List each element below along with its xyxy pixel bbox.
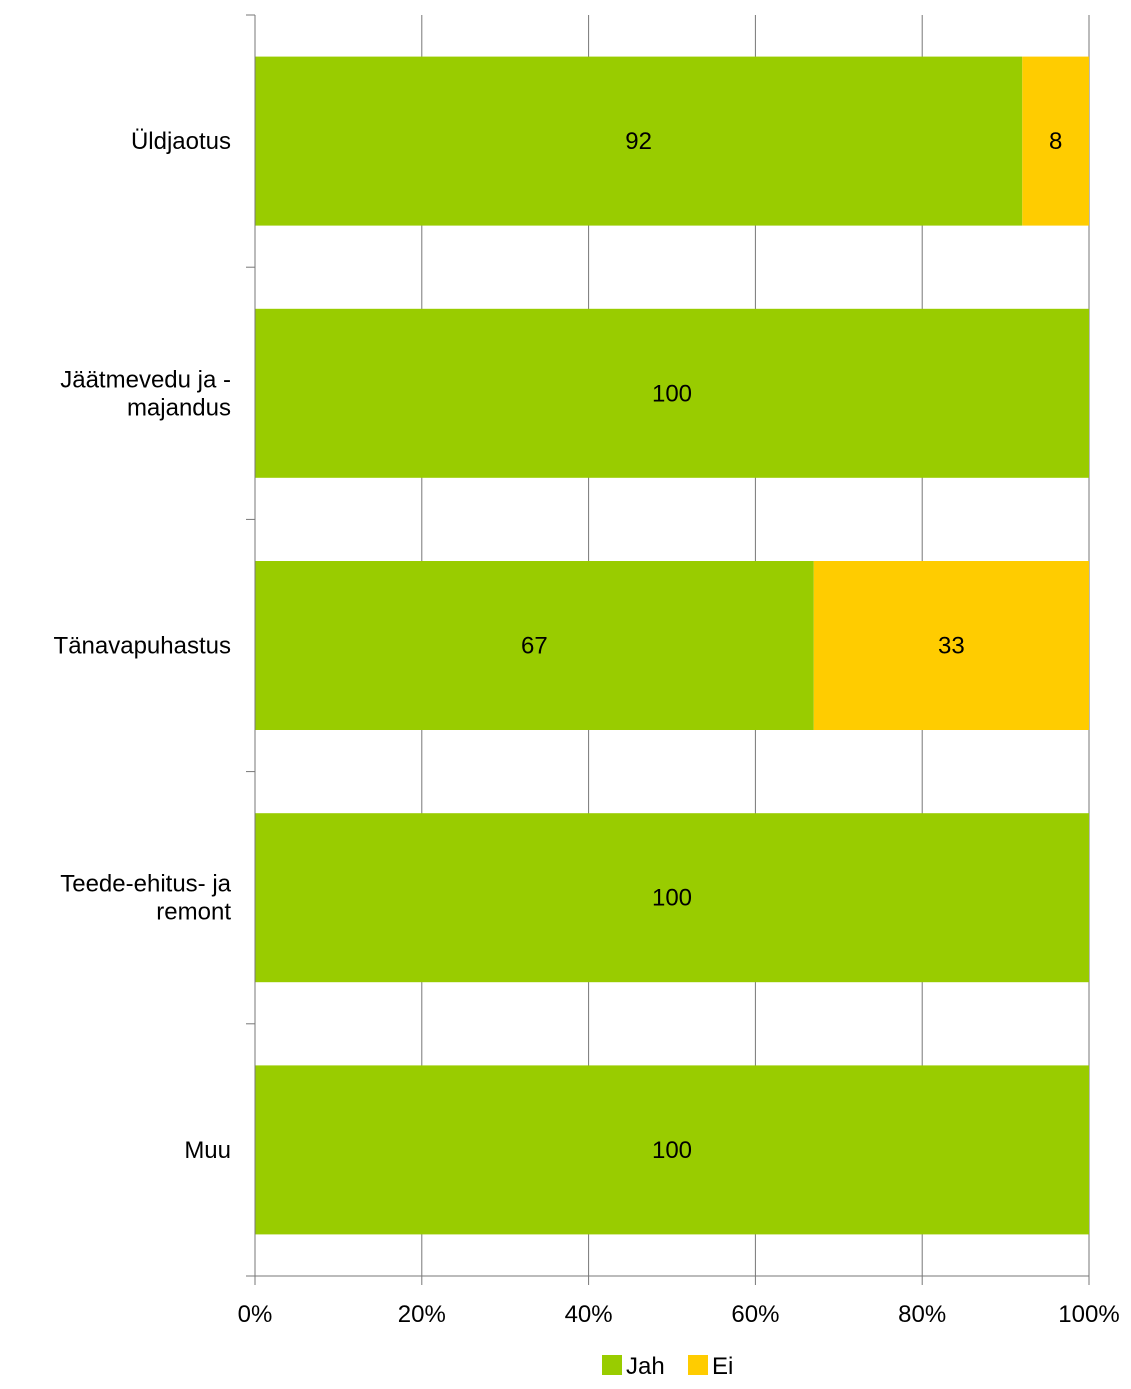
category-label: Üldjaotus	[131, 128, 231, 155]
bars	[255, 56, 1089, 1235]
category-label: majandus	[127, 394, 231, 421]
x-tick-label: 40%	[565, 1301, 613, 1328]
bar-jah	[255, 1065, 1089, 1235]
labels: 0% 20% 40% 60% 80% 100% 92 8 Üldjaotus 100 Jäätmev…	[54, 128, 1120, 1328]
category-label: Tänavapuhastus	[54, 633, 231, 660]
x-tick-label: 0%	[238, 1301, 273, 1328]
legend-swatch-jah	[602, 1355, 622, 1375]
x-tick-label: 20%	[398, 1301, 446, 1328]
x-tick-label: 60%	[731, 1301, 779, 1328]
legend-swatch-ei	[688, 1355, 708, 1375]
category-label: remont	[156, 899, 231, 926]
legend-label-jah: Jah	[626, 1353, 665, 1380]
category-label: Jäätmevedu ja -	[60, 366, 231, 393]
data-label: 33	[938, 633, 965, 660]
data-label: 100	[652, 1137, 692, 1164]
x-tick-label: 100%	[1058, 1301, 1119, 1328]
bar-jah	[255, 561, 814, 730]
legend: Jah Ei	[602, 1353, 733, 1380]
bar-ei	[813, 561, 1089, 730]
bar-jah	[255, 813, 1089, 983]
data-label: 100	[652, 380, 692, 407]
data-label: 100	[652, 885, 692, 912]
x-tick-label: 80%	[898, 1301, 946, 1328]
legend-label-ei: Ei	[712, 1353, 733, 1380]
data-label: 8	[1049, 128, 1062, 155]
axes	[246, 14, 1090, 1285]
bar-jah	[255, 308, 1089, 478]
data-label: 67	[521, 633, 548, 660]
category-label: Muu	[184, 1137, 231, 1164]
data-label: 92	[625, 128, 652, 155]
bar-jah	[255, 56, 1023, 226]
category-label: Teede-ehitus- ja	[60, 871, 231, 898]
bar-ei	[1022, 56, 1089, 226]
